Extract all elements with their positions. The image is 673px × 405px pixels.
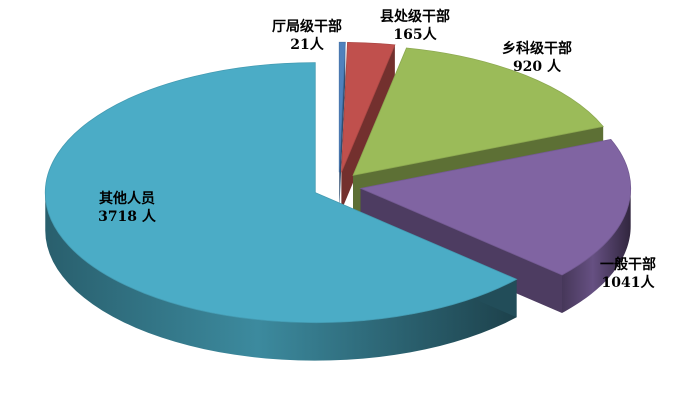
slice-其他人员 bbox=[44, 62, 518, 324]
slice-name: 乡科级干部 bbox=[502, 41, 572, 57]
slice-value: 165人 bbox=[393, 27, 437, 43]
slice-edge-县处级干部 bbox=[341, 44, 395, 211]
slice-side-一般干部 bbox=[562, 188, 631, 313]
slice-name: 其他人员 bbox=[99, 191, 155, 207]
slice-一般干部 bbox=[359, 138, 632, 276]
slice-县处级干部 bbox=[341, 41, 396, 173]
slice-label-其他人员: 其他人员 3718 人 bbox=[98, 190, 156, 226]
pie-tops bbox=[44, 41, 632, 324]
slice-name: 一般干部 bbox=[600, 257, 656, 273]
slice-value: 920 人 bbox=[512, 59, 562, 75]
slice-value: 1041人 bbox=[601, 275, 655, 291]
slice-label-县处级干部: 县处级干部 165人 bbox=[380, 8, 450, 44]
slice-name: 厅局级干部 bbox=[272, 19, 342, 35]
slice-value: 3718 人 bbox=[98, 209, 156, 225]
slice-value: 21人 bbox=[290, 37, 324, 53]
slice-乡科级干部 bbox=[352, 47, 604, 176]
slice-label-一般干部: 一般干部 1041人 bbox=[600, 256, 656, 292]
slice-label-厅局级干部: 厅局级干部 21人 bbox=[272, 18, 342, 54]
slice-厅局级干部 bbox=[338, 41, 346, 173]
slice-name: 县处级干部 bbox=[380, 9, 450, 25]
slice-edge-厅局级干部 bbox=[339, 42, 346, 211]
slice-label-乡科级干部: 乡科级干部 920 人 bbox=[502, 40, 572, 76]
slice-side-其他人员 bbox=[45, 192, 517, 361]
